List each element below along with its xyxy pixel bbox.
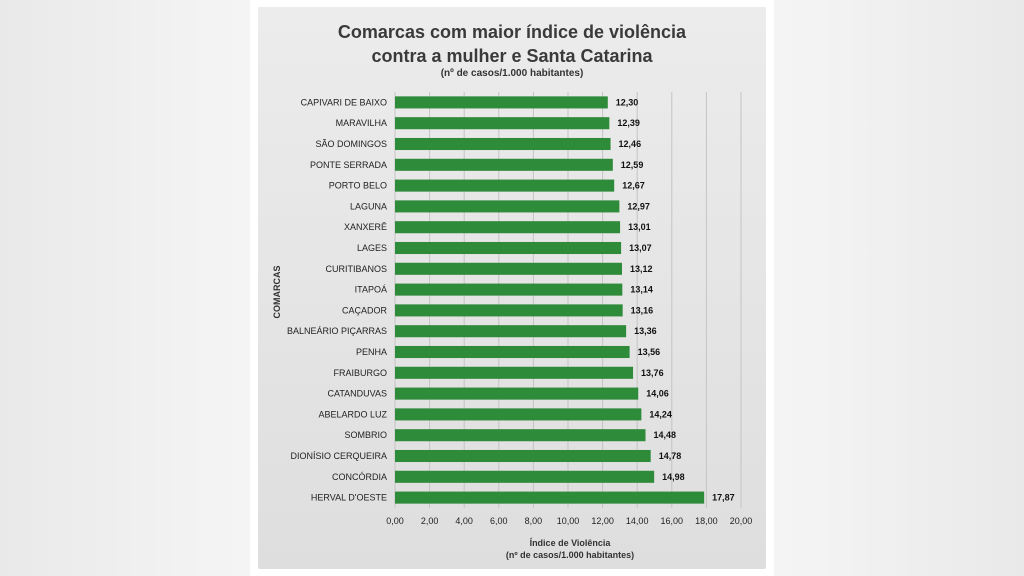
category-label: LAGES — [357, 243, 387, 253]
category-label: CATANDUVAS — [327, 389, 387, 399]
x-axis-label: Índice de Violência — [529, 538, 611, 548]
data-label: 13,36 — [634, 326, 657, 336]
x-tick-label: 4,00 — [455, 516, 473, 526]
bar — [395, 470, 655, 483]
data-label: 14,78 — [659, 451, 682, 461]
data-label: 14,24 — [649, 409, 672, 419]
bar — [395, 429, 646, 442]
data-label: 12,46 — [619, 139, 642, 149]
data-label: 13,12 — [630, 264, 653, 274]
data-label: 12,59 — [621, 160, 644, 170]
bar — [395, 117, 610, 130]
data-label: 14,98 — [662, 472, 685, 482]
bar — [395, 304, 623, 317]
bar — [395, 387, 639, 400]
category-label: PENHA — [356, 347, 387, 357]
bar — [395, 408, 642, 421]
chart-title-line1: Comarcas com maior índice de violência — [337, 22, 687, 42]
data-label: 12,97 — [627, 201, 650, 211]
bar — [395, 262, 622, 275]
category-label: BALNEÁRIO PIÇARRAS — [287, 326, 387, 336]
bar — [395, 200, 620, 213]
bar — [395, 179, 615, 192]
category-label: PONTE SERRADA — [310, 160, 387, 170]
x-tick-label: 18,00 — [695, 516, 718, 526]
chart-subtitle: (nº de casos/1.000 habitantes) — [440, 68, 584, 79]
category-label: ABELARDO LUZ — [318, 409, 387, 419]
data-label: 14,48 — [654, 430, 677, 440]
x-tick-label: 6,00 — [490, 516, 508, 526]
category-label: CONCÓRDIA — [332, 472, 387, 482]
bar — [395, 283, 623, 296]
data-label: 12,30 — [616, 97, 639, 107]
x-tick-label: 2,00 — [421, 516, 439, 526]
category-label: CURITIBANOS — [325, 264, 387, 274]
bar — [395, 221, 621, 234]
chart-header: Comarcas com maior índice de violência c… — [250, 0, 774, 576]
data-label: 13,76 — [641, 368, 664, 378]
bar — [395, 345, 630, 359]
category-label: FRAIBURGO — [333, 368, 387, 378]
category-label: LAGUNA — [350, 201, 387, 211]
category-label: XANXERÊ — [344, 222, 387, 232]
category-label: SÃO DOMINGOS — [315, 139, 387, 149]
category-label: PORTO BELO — [329, 181, 387, 191]
chart-title-line2: contra a mulher e Santa Catarina — [371, 46, 653, 66]
data-label: 14,06 — [646, 389, 669, 399]
bar — [395, 137, 611, 151]
bar — [395, 366, 634, 379]
category-label: CAPIVARI DE BAIXO — [301, 97, 387, 107]
bar — [395, 449, 651, 463]
x-tick-label: 20,00 — [730, 516, 753, 526]
bar — [395, 158, 613, 171]
category-label: SOMBRIO — [344, 430, 387, 440]
category-label: ITAPOÁ — [355, 285, 387, 295]
data-label: 17,87 — [712, 493, 735, 503]
data-label: 13,01 — [628, 222, 651, 232]
x-tick-label: 8,00 — [525, 516, 543, 526]
x-tick-label: 0,00 — [386, 516, 404, 526]
x-tick-label: 10,00 — [557, 516, 580, 526]
bar — [395, 241, 622, 255]
bar — [395, 325, 627, 338]
data-label: 13,07 — [629, 243, 652, 253]
bar — [395, 96, 608, 109]
data-label: 13,14 — [630, 285, 653, 295]
data-label: 12,67 — [622, 181, 645, 191]
x-axis-label-sub: (nº de casos/1.000 habitantes) — [505, 550, 635, 560]
category-label: MARAVILHA — [336, 118, 387, 128]
category-label: HERVAL D'OESTE — [311, 493, 387, 503]
bar — [395, 491, 705, 504]
x-tick-label: 14,00 — [626, 516, 649, 526]
x-tick-label: 12,00 — [591, 516, 614, 526]
data-label: 13,56 — [638, 347, 661, 357]
category-label: CAÇADOR — [342, 305, 388, 315]
x-tick-label: 16,00 — [661, 516, 684, 526]
data-label: 13,16 — [631, 305, 654, 315]
category-label: DIONÍSIO CERQUEIRA — [290, 451, 387, 461]
data-label: 12,39 — [617, 118, 640, 128]
